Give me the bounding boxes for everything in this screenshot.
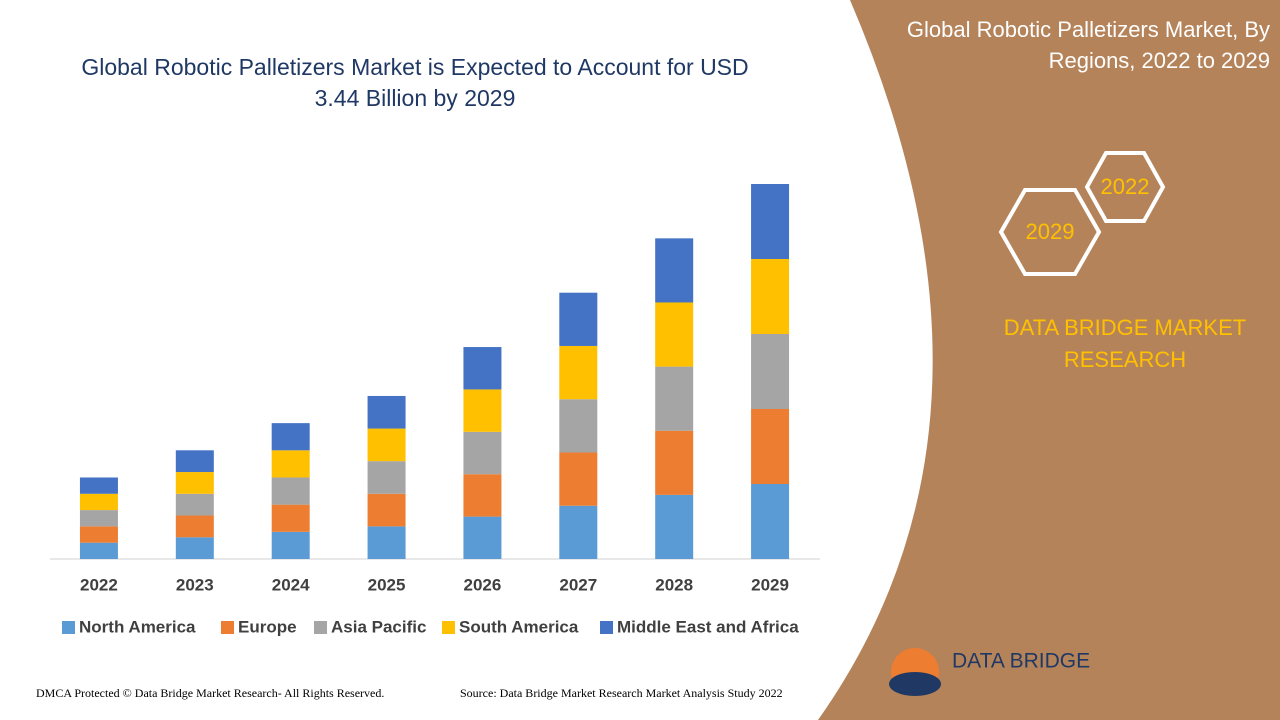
legend-swatch [62,621,75,634]
legend-swatch [221,621,234,634]
legend-label: Middle East and Africa [617,617,799,636]
bar-segment [751,259,790,334]
x-tick-label: 2024 [272,575,310,594]
bar-segment [175,515,214,538]
legend-label: Europe [238,617,297,636]
bar-segment [751,484,790,559]
x-tick-label: 2022 [80,575,118,594]
bar-segment [559,452,598,506]
bar-segment [367,461,406,494]
bar-segment [367,493,406,527]
hexagon-label: 2022 [1101,174,1150,199]
bar-segment [79,526,118,543]
bar-segment [559,399,598,453]
bar-segment [463,516,502,559]
x-tick-label: 2026 [464,575,502,594]
footer-left: DMCA Protected © Data Bridge Market Rese… [36,686,385,700]
bar-segment [655,366,694,431]
bar-segment [463,474,502,517]
bar-segment [463,347,502,390]
bar-segment [559,505,598,559]
hexagon [998,188,1102,276]
bar-segment [175,493,214,516]
bar-segment [271,450,310,478]
bar-segment [271,477,310,505]
x-tick-label: 2027 [559,575,597,594]
chart-title: Global Robotic Palletizers Market is Exp… [81,54,749,111]
bar-segment [751,334,790,409]
bar-segment [559,345,598,400]
panel-title: Global Robotic Palletizers Market, By Re… [906,17,1270,73]
bar-segment [559,292,598,346]
bar-segment [271,423,310,451]
legend-swatch [314,621,327,634]
legend-label: North America [79,617,196,636]
x-tick-label: 2028 [655,575,693,594]
x-tick-label: 2025 [368,575,406,594]
footer-right: Source: Data Bridge Market Research Mark… [460,686,783,700]
legend-label: South America [459,617,579,636]
legend-swatch [600,621,613,634]
x-tick-label: 2029 [751,575,789,594]
side-panel [818,0,1280,720]
bar-segment [463,431,502,475]
legend-swatch [442,621,455,634]
bar-segment [655,430,694,495]
x-tick-label: 2023 [176,575,214,594]
brand-text: DATA BRIDGE MARKET RESEARCH [1003,315,1247,372]
hexagon [1084,151,1166,223]
bar-segment [367,395,406,429]
logo-icon [889,672,941,696]
bar-segment [367,428,406,462]
bar-segment [271,504,310,532]
bar-segment [655,238,694,303]
bar-segment [655,302,694,367]
bar-segment [79,493,118,511]
bar-segment [751,409,790,484]
bar-segment [79,542,118,559]
legend-label: Asia Pacific [331,617,426,636]
logo-text: DATA BRIDGE [952,650,1090,673]
bar-segment [271,531,310,559]
bar-segment [463,389,502,432]
bar-segment [175,450,214,473]
bar-segment [367,526,406,559]
bar-segment [175,472,214,494]
bar-segment [175,537,214,559]
bar-segment [79,510,118,527]
hexagon-label: 2029 [1026,219,1075,244]
bar-segment [751,184,790,259]
bar-segment [79,477,118,494]
bar-segment [655,494,694,559]
